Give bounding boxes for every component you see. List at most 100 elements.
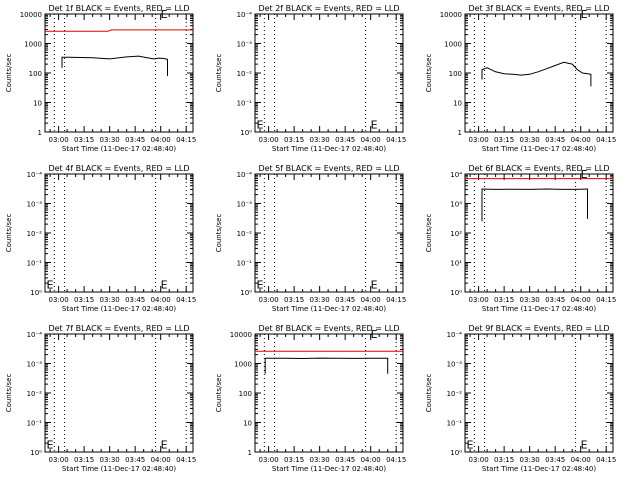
x-tick-label: 03:45 bbox=[545, 456, 565, 464]
events-series-line bbox=[264, 357, 389, 374]
y-tick-label: 10³ bbox=[450, 201, 462, 209]
y-tick-label: 10⁻² bbox=[27, 390, 43, 398]
y-tick-label: 10 bbox=[33, 100, 42, 108]
y-tick-label: 10 bbox=[243, 420, 252, 428]
y-tick-label: 10⁻³ bbox=[27, 361, 43, 369]
y-axis-label: Counts/sec bbox=[425, 54, 433, 93]
y-axis-label: Counts/sec bbox=[425, 214, 433, 253]
e-marker: E bbox=[161, 279, 168, 292]
panel-det-1: Det 1f BLACK = Events, RED = LLD 1 10 100 10… bbox=[5, 4, 196, 153]
x-axis-label: Start Time (11-Dec-17 02:48:40) bbox=[272, 305, 386, 313]
e-marker-left: E bbox=[257, 279, 264, 292]
x-axis-label: Start Time (11-Dec-17 02:48:40) bbox=[482, 145, 596, 153]
x-tick-label: 03:30 bbox=[310, 456, 330, 464]
y-tick-label: 100 bbox=[449, 70, 462, 78]
y-tick-label: 10⁰ bbox=[450, 449, 462, 457]
y-tick-label: 10⁻⁴ bbox=[27, 171, 43, 179]
y-tick-label: 100 bbox=[239, 390, 252, 398]
x-tick-label: 04:00 bbox=[151, 136, 171, 144]
y-tick-label: 1000 bbox=[234, 361, 252, 369]
x-tick-label: 04:15 bbox=[386, 136, 406, 144]
e-marker: E bbox=[161, 439, 168, 452]
e-marker: E bbox=[161, 8, 168, 21]
x-tick-label: 04:15 bbox=[386, 456, 406, 464]
x-tick-label: 03:30 bbox=[520, 456, 540, 464]
x-axis-label: Start Time (11-Dec-17 02:48:40) bbox=[272, 145, 386, 153]
plot-frame bbox=[464, 173, 614, 293]
panel-det-9: Det 9f BLACK = Events, RED = LLD 10⁰ 10⁻¹ 1… bbox=[425, 324, 616, 473]
e-marker: E bbox=[371, 119, 378, 132]
x-tick-label: 03:00 bbox=[469, 456, 489, 464]
x-tick-label: 03:15 bbox=[284, 296, 304, 304]
y-tick-label: 100 bbox=[29, 70, 42, 78]
x-tick-label: 03:30 bbox=[100, 296, 120, 304]
y-tick-label: 10⁻⁴ bbox=[237, 11, 253, 19]
e-marker-left: E bbox=[257, 119, 264, 132]
y-axis-label: Counts/sec bbox=[5, 374, 13, 413]
x-tick-label: 04:00 bbox=[361, 296, 381, 304]
y-tick-label: 10⁻² bbox=[27, 230, 43, 238]
x-tick-label: 03:15 bbox=[74, 456, 94, 464]
x-tick-label: 03:45 bbox=[335, 456, 355, 464]
e-marker-left: E bbox=[47, 279, 54, 292]
panel-det-4: Det 4f BLACK = Events, RED = LLD 10⁰ 10⁻¹ 1… bbox=[5, 164, 196, 313]
x-tick-label: 04:15 bbox=[386, 296, 406, 304]
panel-title: Det 3f BLACK = Events, RED = LLD bbox=[468, 4, 609, 13]
x-tick-label: 03:00 bbox=[469, 296, 489, 304]
x-tick-label: 03:15 bbox=[74, 136, 94, 144]
x-tick-label: 03:45 bbox=[335, 136, 355, 144]
y-tick-label: 10⁻³ bbox=[447, 361, 463, 369]
y-axis-label: Counts/sec bbox=[215, 54, 223, 93]
y-axis-label: Counts/sec bbox=[5, 54, 13, 93]
panel-title: Det 4f BLACK = Events, RED = LLD bbox=[48, 164, 189, 173]
y-axis-label: Counts/sec bbox=[5, 214, 13, 253]
y-tick-label: 10⁰ bbox=[450, 289, 462, 297]
y-tick-label: 10⁻¹ bbox=[27, 420, 43, 428]
x-tick-label: 03:45 bbox=[545, 136, 565, 144]
x-tick-label: 03:00 bbox=[49, 296, 69, 304]
x-tick-label: 03:45 bbox=[125, 296, 145, 304]
plot-frame bbox=[464, 333, 614, 453]
x-tick-label: 03:00 bbox=[259, 136, 279, 144]
x-tick-label: 04:15 bbox=[176, 136, 196, 144]
x-tick-label: 04:15 bbox=[596, 296, 616, 304]
x-tick-label: 03:30 bbox=[520, 136, 540, 144]
x-tick-label: 04:00 bbox=[571, 456, 591, 464]
x-tick-label: 03:45 bbox=[125, 136, 145, 144]
e-marker-left: E bbox=[467, 439, 474, 452]
plot-frame bbox=[44, 333, 194, 453]
y-tick-label: 10⁻¹ bbox=[27, 260, 43, 268]
y-tick-label: 10 bbox=[453, 100, 462, 108]
panel-title: Det 2f BLACK = Events, RED = LLD bbox=[258, 4, 399, 13]
y-axis-label: Counts/sec bbox=[425, 374, 433, 413]
x-tick-label: 03:30 bbox=[100, 456, 120, 464]
y-tick-label: 10⁻² bbox=[447, 390, 463, 398]
x-axis-label: Start Time (11-Dec-17 02:48:40) bbox=[62, 465, 176, 473]
y-tick-label: 10000 bbox=[230, 331, 252, 339]
y-tick-label: 10⁻⁴ bbox=[27, 331, 43, 339]
panel-det-7: Det 7f BLACK = Events, RED = LLD 10⁰ 10⁻¹ 1… bbox=[5, 324, 196, 473]
x-tick-label: 03:30 bbox=[310, 136, 330, 144]
e-marker-left: E bbox=[47, 439, 54, 452]
x-tick-label: 04:15 bbox=[596, 456, 616, 464]
x-tick-label: 03:00 bbox=[49, 136, 69, 144]
events-series-line bbox=[481, 61, 592, 87]
panel-title: Det 8f BLACK = Events, RED = LLD bbox=[258, 324, 399, 333]
y-tick-label: 10² bbox=[450, 230, 462, 238]
y-tick-label: 1 bbox=[458, 129, 462, 137]
plot-frame bbox=[464, 13, 614, 133]
y-tick-label: 10⁰ bbox=[240, 289, 252, 297]
panel-title: Det 9f BLACK = Events, RED = LLD bbox=[468, 324, 609, 333]
e-marker: E bbox=[371, 328, 378, 341]
y-tick-label: 1000 bbox=[444, 41, 462, 49]
x-tick-label: 04:00 bbox=[361, 136, 381, 144]
y-tick-label: 10⁻³ bbox=[27, 201, 43, 209]
x-tick-label: 03:45 bbox=[335, 296, 355, 304]
x-tick-label: 03:45 bbox=[125, 456, 145, 464]
x-axis-label: Start Time (11-Dec-17 02:48:40) bbox=[62, 145, 176, 153]
y-tick-label: 10⁰ bbox=[240, 129, 252, 137]
x-tick-label: 03:00 bbox=[259, 456, 279, 464]
y-tick-label: 1 bbox=[38, 129, 42, 137]
x-tick-label: 03:00 bbox=[259, 296, 279, 304]
x-tick-label: 04:15 bbox=[176, 456, 196, 464]
